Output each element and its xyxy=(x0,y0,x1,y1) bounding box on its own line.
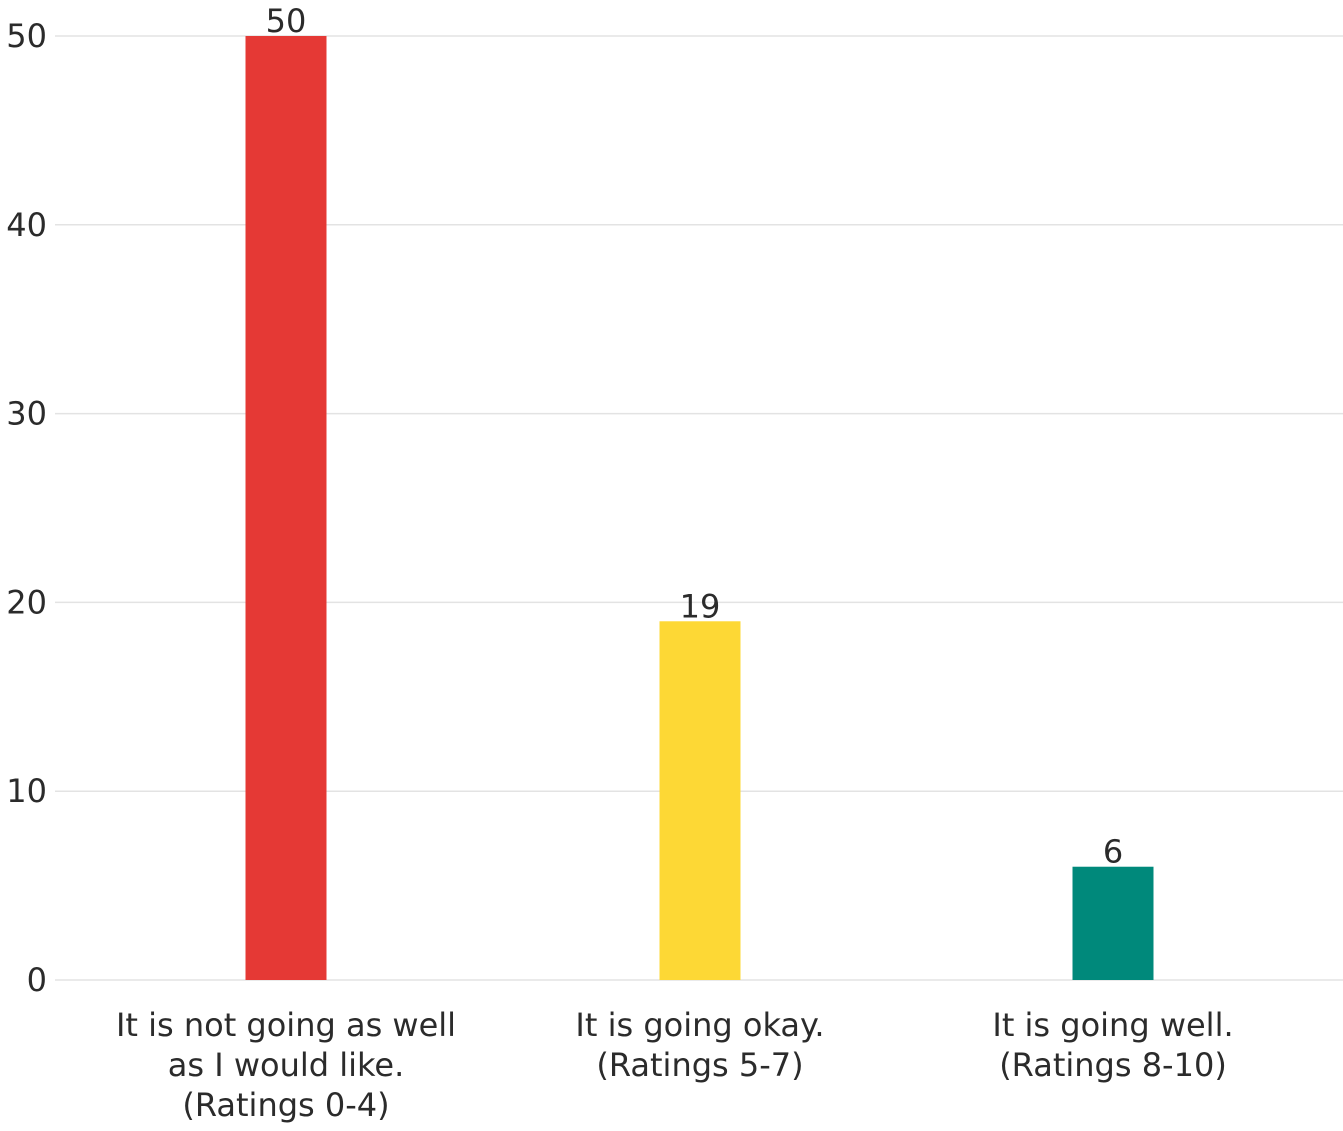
x-category-label: It is not going as well xyxy=(116,1006,456,1044)
bar xyxy=(1072,866,1154,980)
y-tick-label: 10 xyxy=(6,772,47,810)
x-category-label: It is going okay. xyxy=(575,1006,824,1044)
y-tick-label: 30 xyxy=(6,395,47,433)
y-tick-label: 50 xyxy=(6,17,47,55)
bar xyxy=(659,621,741,980)
y-tick-label: 40 xyxy=(6,206,47,244)
x-category-label: (Ratings 8-10) xyxy=(999,1046,1227,1084)
y-tick-label: 20 xyxy=(6,583,47,621)
bar-value-label: 6 xyxy=(1103,833,1123,871)
x-category-label: (Ratings 0-4) xyxy=(182,1086,389,1124)
x-category-label: It is going well. xyxy=(992,1006,1233,1044)
bar-value-labels: 50 19 6 xyxy=(266,2,1124,871)
x-category-label: (Ratings 5-7) xyxy=(596,1046,803,1084)
y-axis-tick-labels: 0 10 20 30 40 50 xyxy=(6,17,47,999)
bar-value-label: 19 xyxy=(680,587,721,625)
y-tick-label: 0 xyxy=(27,961,47,999)
x-category-label: as I would like. xyxy=(168,1046,405,1084)
bar xyxy=(245,36,327,980)
bars xyxy=(245,36,1154,980)
bar-value-label: 50 xyxy=(266,2,307,40)
